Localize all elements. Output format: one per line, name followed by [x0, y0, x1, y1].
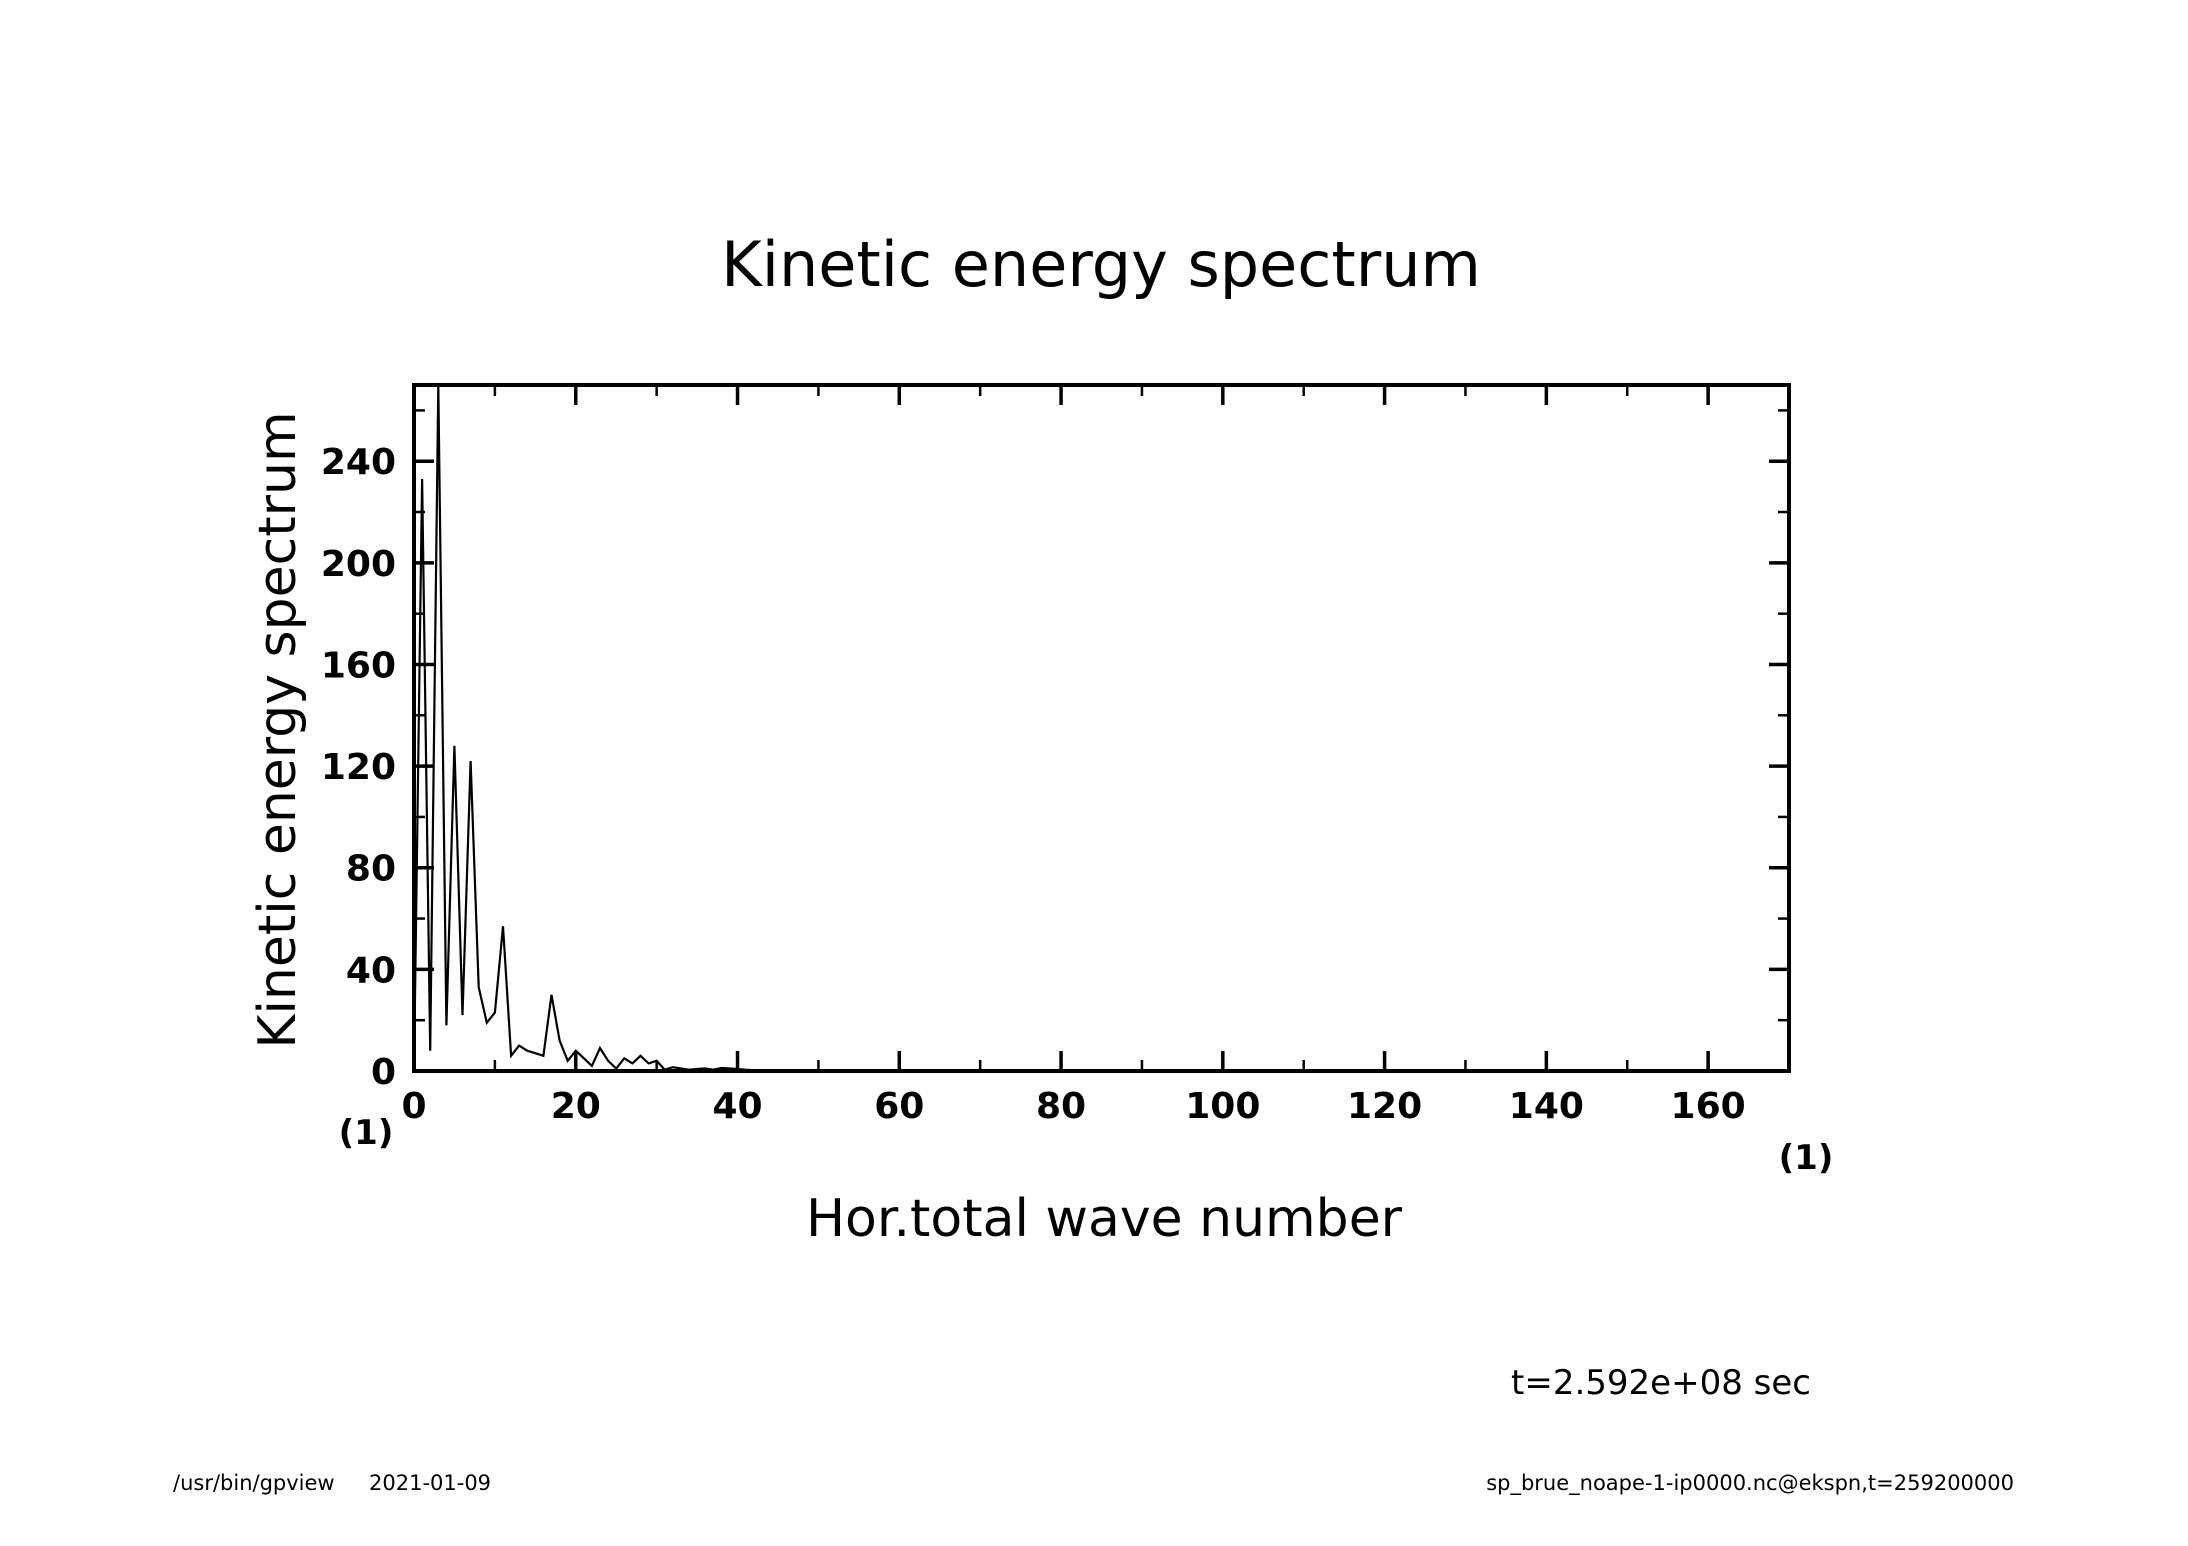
time-annotation: t=2.592e+08 sec [1511, 1363, 1811, 1403]
x-tick-label: 40 [712, 1086, 762, 1127]
x-tick-label: 160 [1671, 1086, 1746, 1127]
x-tick-label: 60 [874, 1086, 924, 1127]
minor-ticks [414, 385, 1791, 1071]
major-ticks [412, 385, 1789, 1073]
footer-source: sp_brue_noape-1-ip0000.nc@ekspn,t=259200… [1486, 1471, 2014, 1496]
x-unit-label: (1) [1779, 1138, 1834, 1178]
y-axis-label: Kinetic energy spectrum [248, 411, 308, 1048]
chart-title: Kinetic energy spectrum [721, 228, 1481, 301]
y-unit-label: (1) [339, 1113, 394, 1153]
footer-program: /usr/bin/gpview [173, 1471, 335, 1495]
x-tick-label: 80 [1036, 1086, 1086, 1127]
y-tick-label: 120 [321, 747, 396, 788]
plot-area: 0 20 40 60 80 100 120 140 160 0 40 80 120 160 200 240 [321, 383, 1791, 1127]
x-tick-label: 120 [1347, 1086, 1422, 1127]
x-tick-labels: 0 20 40 60 80 100 120 140 160 [401, 1086, 1745, 1127]
x-tick-label: 140 [1509, 1086, 1584, 1127]
x-tick-label: 100 [1185, 1086, 1260, 1127]
x-tick-label: 20 [551, 1086, 601, 1127]
y-tick-label: 200 [321, 544, 396, 585]
plot-frame [412, 383, 1791, 1073]
series-line [412, 384, 1789, 1073]
y-tick-label: 240 [321, 442, 396, 483]
y-tick-label: 160 [321, 645, 396, 686]
y-tick-label: 80 [346, 849, 396, 890]
x-tick-label: 0 [401, 1086, 426, 1127]
y-tick-label: 40 [346, 950, 396, 991]
y-tick-labels: 0 40 80 120 160 200 240 [321, 442, 396, 1093]
footer-date: 2021-01-09 [369, 1471, 491, 1495]
y-tick-label: 0 [371, 1052, 396, 1093]
x-axis-label: Hor.total wave number [806, 1189, 1403, 1249]
